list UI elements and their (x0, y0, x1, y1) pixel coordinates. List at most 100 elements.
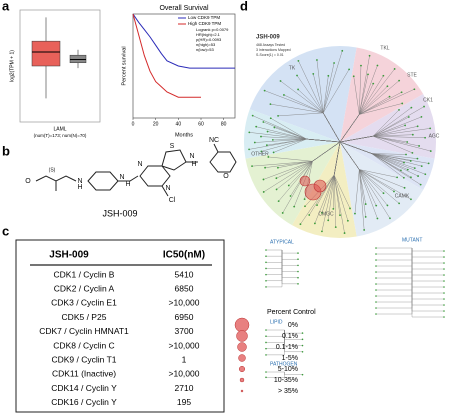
hit (313, 179, 327, 193)
leaf (443, 262, 445, 264)
leaf (287, 184, 290, 187)
leaf (418, 145, 421, 147)
branch (339, 141, 360, 214)
leaf (265, 267, 267, 270)
kinome-title: JSH-009 (256, 35, 280, 41)
leaf (411, 152, 414, 154)
leaf (297, 59, 300, 62)
leaf (296, 74, 298, 77)
leaf (312, 72, 315, 75)
leaf (297, 276, 299, 279)
panel-label: c (2, 223, 9, 238)
leaf (389, 217, 391, 220)
table-cell: CDK3 / Cyclin E1 (51, 298, 117, 308)
leaf (424, 173, 427, 176)
x-tick-label: 60 (198, 121, 204, 127)
leaf (364, 203, 367, 205)
leaf (443, 292, 445, 294)
leaf (297, 258, 299, 261)
leaf (417, 175, 419, 177)
leaf (275, 177, 278, 180)
legend-label: 10-35% (274, 377, 298, 384)
leaf (420, 115, 423, 118)
leaf (255, 125, 258, 128)
leaf (375, 313, 377, 315)
leaf (386, 85, 389, 88)
leaf (388, 95, 391, 98)
tree-label: PATHOGEN (270, 361, 298, 367)
leaf (363, 229, 366, 231)
box (69, 54, 87, 64)
branch (411, 248, 444, 258)
kinome-info: 468 Assays Tested (256, 43, 285, 47)
legend-label: 0.1-1% (276, 344, 298, 351)
x-tick-label: 40 (176, 121, 182, 127)
leaf (424, 136, 426, 139)
leaf (321, 230, 323, 233)
legend-label: 0.1% (282, 333, 298, 340)
group-label: CK1 (423, 97, 433, 103)
table-cell: CDK11 (Inactive) (52, 369, 116, 379)
tree-label: MUTANT (402, 237, 422, 243)
leaf (443, 256, 445, 258)
leaf (443, 280, 445, 282)
branch (376, 248, 413, 279)
leaf (404, 124, 407, 127)
kinome-info: 3 Interactions Mapped (256, 48, 291, 52)
leaf (267, 156, 270, 158)
legend-label: > 35% (278, 388, 298, 395)
leaf (341, 49, 344, 52)
leaf (265, 255, 267, 257)
branch (266, 250, 283, 257)
leaf (297, 252, 299, 254)
leaf (281, 212, 284, 214)
leaf (263, 89, 266, 92)
atom-label: N (119, 174, 124, 181)
branch (281, 250, 298, 285)
axis-label: Months (175, 132, 193, 138)
atom-label: (S) (49, 167, 56, 173)
leaf (248, 131, 251, 134)
leaf (443, 304, 445, 306)
leaf (339, 214, 341, 217)
branch (411, 248, 444, 294)
leaf (375, 307, 377, 309)
tree-label: LIPID (270, 319, 283, 325)
branch (339, 135, 413, 154)
leaf (275, 188, 278, 191)
leaf (316, 204, 318, 207)
branch (411, 248, 444, 282)
table-cell: 195 (177, 397, 191, 407)
leaf (375, 259, 377, 261)
leaf (368, 54, 371, 57)
table-cell: 3700 (175, 326, 194, 336)
legend-dot (234, 317, 250, 333)
table-cell: 6950 (175, 312, 194, 322)
leaf (416, 157, 419, 160)
branch (376, 248, 413, 267)
branch (376, 248, 413, 255)
leaf (403, 161, 405, 164)
leaf (349, 207, 351, 210)
leaf (393, 68, 396, 70)
table-cell: CDK14 / Cyclin Y (51, 383, 117, 393)
branch (376, 248, 413, 291)
box-frame (19, 9, 101, 123)
leaf (265, 335, 267, 338)
branch (268, 141, 341, 162)
kinase-group (340, 94, 436, 159)
leaf (308, 214, 311, 216)
leaf (410, 198, 412, 201)
leaf (271, 139, 274, 141)
atom-label: H (125, 181, 130, 188)
survival-line (132, 13, 235, 69)
branch (322, 69, 350, 143)
leaf (301, 332, 304, 334)
leaf (253, 141, 256, 144)
branch (266, 330, 285, 356)
atom-label: N (165, 185, 170, 192)
legend-label: 1-5% (282, 355, 298, 362)
leaf (416, 125, 419, 128)
leaf (410, 176, 412, 179)
leaf (420, 165, 423, 167)
